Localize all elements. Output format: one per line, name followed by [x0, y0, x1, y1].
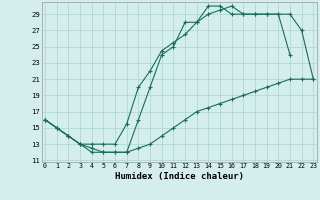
- X-axis label: Humidex (Indice chaleur): Humidex (Indice chaleur): [115, 172, 244, 181]
